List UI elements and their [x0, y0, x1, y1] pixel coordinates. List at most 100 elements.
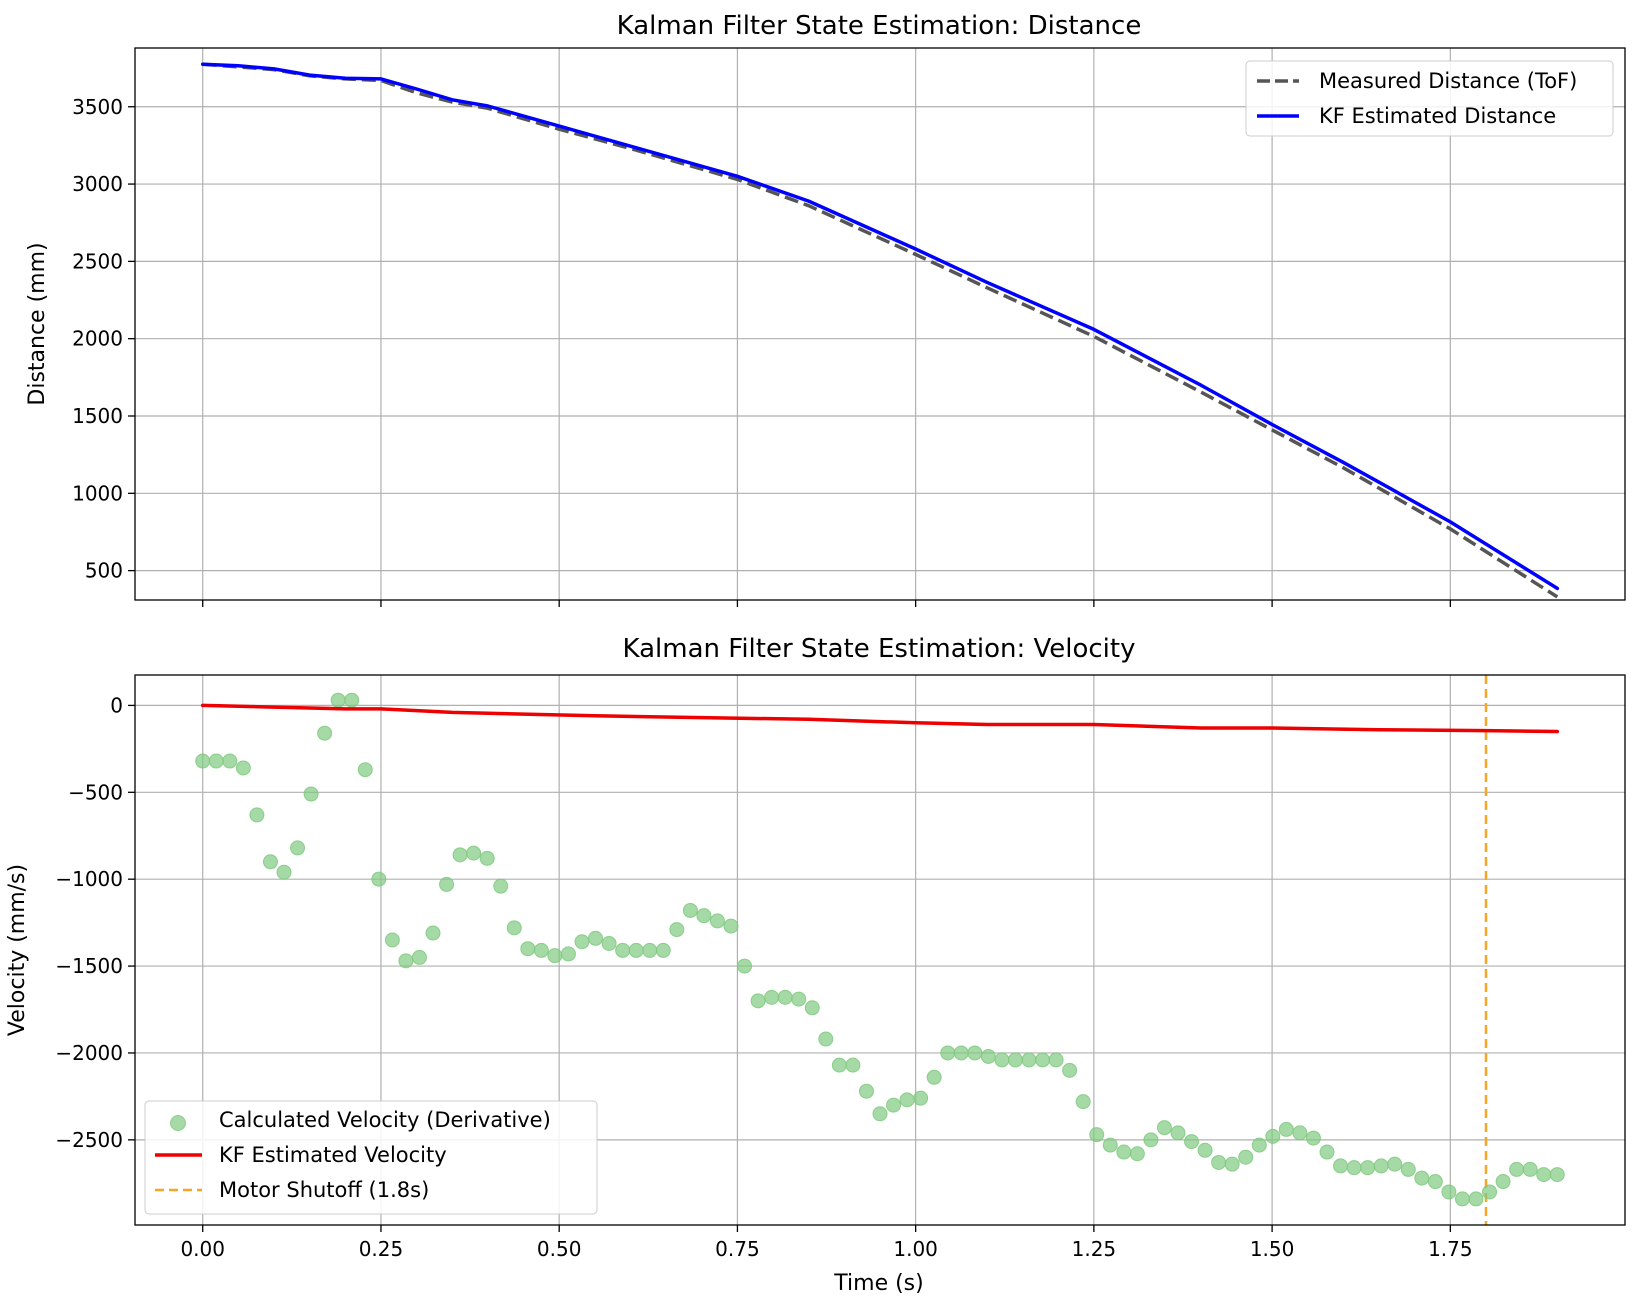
legend-label-kf-distance: KF Estimated Distance: [1319, 104, 1556, 128]
velocity-point: [1292, 1125, 1308, 1141]
velocity-grid: [135, 675, 1625, 1225]
velocity-point: [1414, 1170, 1430, 1186]
velocity-point: [357, 762, 373, 778]
legend-label-calculated-velocity: Calculated Velocity (Derivative): [219, 1108, 551, 1132]
velocity-point: [1075, 1094, 1091, 1110]
velocity-point: [520, 941, 536, 957]
velocity-point: [1143, 1132, 1159, 1148]
velocity-point: [195, 753, 211, 769]
velocity-legend: Calculated Velocity (Derivative) KF Esti…: [144, 1100, 598, 1215]
velocity-point: [1305, 1130, 1321, 1146]
velocity-point: [994, 1052, 1010, 1068]
distance-plot-area: [200, 62, 1560, 599]
velocity-point: [560, 946, 576, 962]
velocity-point: [642, 942, 658, 958]
legend-swatch-calculated-velocity: [170, 1115, 186, 1131]
velocity-point: [1116, 1144, 1132, 1160]
distance-legend: Measured Distance (ToF) KF Estimated Dis…: [1245, 60, 1614, 137]
distance-x-ticks: [202, 600, 1451, 607]
velocity-point: [330, 692, 346, 708]
velocity-point: [926, 1069, 942, 1085]
velocity-legend-box: [144, 1100, 598, 1215]
kf-velocity-line: [200, 703, 1560, 734]
velocity-point: [669, 922, 685, 938]
y-tick-label: 500: [85, 559, 123, 583]
velocity-point: [723, 918, 739, 934]
velocity-point: [1346, 1160, 1362, 1176]
velocity-point: [953, 1045, 969, 1061]
velocity-point: [696, 908, 712, 924]
velocity-point: [1170, 1125, 1186, 1141]
velocity-point: [1265, 1128, 1281, 1144]
distance-y-axis-label: Distance (mm): [25, 242, 50, 405]
velocity-point: [1549, 1167, 1565, 1183]
x-tick-label: 1.75: [1428, 1237, 1473, 1261]
velocity-point: [1035, 1052, 1051, 1068]
velocity-point: [425, 925, 441, 941]
distance-y-ticks: 500 1000 1500 2000 2500 3000 3500: [72, 95, 135, 583]
velocity-point: [1536, 1167, 1552, 1183]
velocity-point: [1387, 1156, 1403, 1172]
velocity-point: [831, 1057, 847, 1073]
velocity-point: [1007, 1052, 1023, 1068]
velocity-plot-area: [195, 675, 1565, 1225]
velocity-point: [750, 993, 766, 1009]
velocity-point: [899, 1092, 915, 1108]
velocity-point: [980, 1048, 996, 1064]
y-tick-label: −500: [68, 780, 123, 804]
velocity-point: [317, 725, 333, 741]
velocity-point: [804, 1000, 820, 1016]
velocity-point: [506, 920, 522, 936]
kf-distance-line: [200, 62, 1560, 591]
velocity-point: [1427, 1174, 1443, 1190]
y-tick-label: −1500: [55, 954, 123, 978]
velocity-point: [384, 932, 400, 948]
velocity-point: [466, 845, 482, 861]
velocity-point: [235, 760, 251, 776]
x-tick-label: 1.50: [1250, 1237, 1295, 1261]
velocity-point: [913, 1090, 929, 1106]
velocity-point: [303, 786, 319, 802]
velocity-point: [1048, 1052, 1064, 1068]
x-tick-label: 0.75: [715, 1237, 760, 1261]
y-tick-label: 1500: [72, 404, 123, 428]
velocity-y-axis-label: Velocity (mm/s): [5, 864, 30, 1036]
legend-label-motor-shutoff: Motor Shutoff (1.8s): [219, 1178, 429, 1202]
velocity-point: [398, 953, 414, 969]
velocity-point: [1454, 1191, 1470, 1207]
velocity-chart-title: Kalman Filter State Estimation: Velocity: [623, 634, 1136, 664]
velocity-point: [290, 840, 306, 856]
velocity-point: [967, 1045, 983, 1061]
y-tick-label: 2000: [72, 327, 123, 351]
velocity-point: [276, 864, 292, 880]
x-tick-label: 1.25: [1072, 1237, 1117, 1261]
distance-axes-frame: [134, 47, 1626, 601]
velocity-point: [411, 949, 427, 965]
x-tick-label: 0.50: [537, 1237, 582, 1261]
legend-label-kf-velocity: KF Estimated Velocity: [219, 1143, 447, 1167]
distance-legend-box: [1245, 60, 1614, 137]
y-tick-label: −2000: [55, 1041, 123, 1065]
velocity-chart: Kalman Filter State Estimation: Velocity…: [5, 634, 1626, 1296]
velocity-point: [709, 913, 725, 929]
velocity-point: [1021, 1052, 1037, 1068]
velocity-point: [858, 1083, 874, 1099]
velocity-point: [371, 871, 387, 887]
velocity-point: [222, 753, 238, 769]
velocity-point: [1278, 1121, 1294, 1137]
velocity-point: [628, 942, 644, 958]
y-tick-label: −1000: [55, 867, 123, 891]
velocity-point: [1251, 1137, 1267, 1153]
velocity-point: [1509, 1161, 1525, 1177]
velocity-point: [344, 692, 360, 708]
velocity-point: [1522, 1161, 1538, 1177]
distance-chart-title: Kalman Filter State Estimation: Distance: [617, 11, 1142, 41]
y-tick-label: 1000: [72, 481, 123, 505]
distance-chart: Kalman Filter State Estimation: Distance…: [25, 11, 1626, 607]
velocity-x-ticks: 0.00 0.25 0.50 0.75 1.00 1.25 1.50 1.75: [180, 1225, 1473, 1261]
velocity-point: [439, 876, 455, 892]
velocity-point: [1238, 1149, 1254, 1165]
velocity-point: [886, 1097, 902, 1113]
